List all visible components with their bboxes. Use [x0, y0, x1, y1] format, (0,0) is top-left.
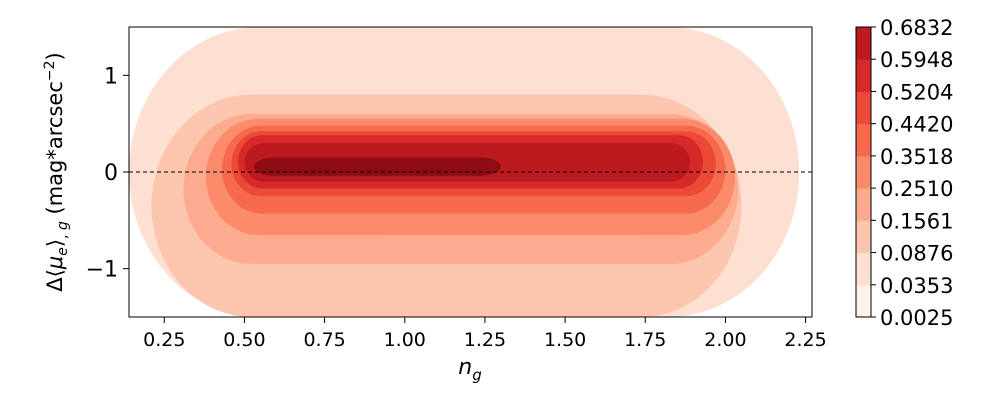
- colorbar-tick-label: 0.0876: [880, 242, 953, 266]
- y-axis-label: Δ⟨μe⟩, g (mag*arcsec−2): [42, 52, 71, 291]
- x-tick-label: 2.25: [784, 329, 826, 351]
- colorbar: 0.0025 0.0353 0.0876 0.1561 0.2510 0.3518 0.44…: [855, 16, 953, 330]
- colorbar-tick-label: 0.0025: [880, 306, 953, 330]
- colorbar-tick-label: 0.1561: [880, 209, 953, 233]
- colorbar-tick-label: 0.3518: [880, 145, 953, 169]
- colorbar-segment: [856, 27, 871, 60]
- y-tick-label: 1: [104, 64, 118, 89]
- colorbar-segment: [856, 91, 871, 125]
- colorbar-segment: [856, 155, 871, 189]
- colorbar-tick-label: 0.0353: [880, 274, 953, 298]
- density-contours: [129, 27, 800, 317]
- colorbar-segment: [856, 188, 871, 221]
- x-tick-label: 1.75: [624, 329, 666, 351]
- colorbar-tick-label: 0.2510: [880, 177, 953, 201]
- colorbar-segment: [856, 59, 871, 92]
- colorbar-segment: [856, 123, 871, 157]
- x-tick-label: 0.75: [303, 329, 345, 351]
- y-axis: 1 0 −1: [86, 64, 129, 283]
- contour-level-9: [254, 157, 501, 176]
- y-tick-label: −1: [86, 258, 118, 283]
- x-tick-label: 0.50: [223, 329, 265, 351]
- colorbar-segment: [856, 284, 871, 318]
- colorbar-tick-label: 0.5204: [880, 80, 953, 104]
- x-tick-label: 1.50: [544, 329, 586, 351]
- colorbar-tick-label: 0.4420: [880, 113, 953, 137]
- colorbar-segment: [856, 220, 871, 254]
- x-tick-label: 1.25: [464, 329, 506, 351]
- colorbar-tick-label: 0.5948: [880, 48, 953, 72]
- x-axis: 0.25 0.50 0.75 1.00 1.25 1.50 1.75 2.00 2.25: [143, 317, 827, 351]
- colorbar-frame: [855, 26, 872, 318]
- colorbar-segment: [856, 252, 871, 286]
- x-tick-label: 2.00: [704, 329, 746, 351]
- colorbar-tick-label: 0.6832: [880, 16, 953, 40]
- y-tick-label: 0: [104, 161, 118, 186]
- x-tick-label: 1.00: [384, 329, 426, 351]
- plot-area: [128, 26, 813, 318]
- x-axis-label: ng: [458, 355, 481, 384]
- x-tick-label: 0.25: [143, 329, 185, 351]
